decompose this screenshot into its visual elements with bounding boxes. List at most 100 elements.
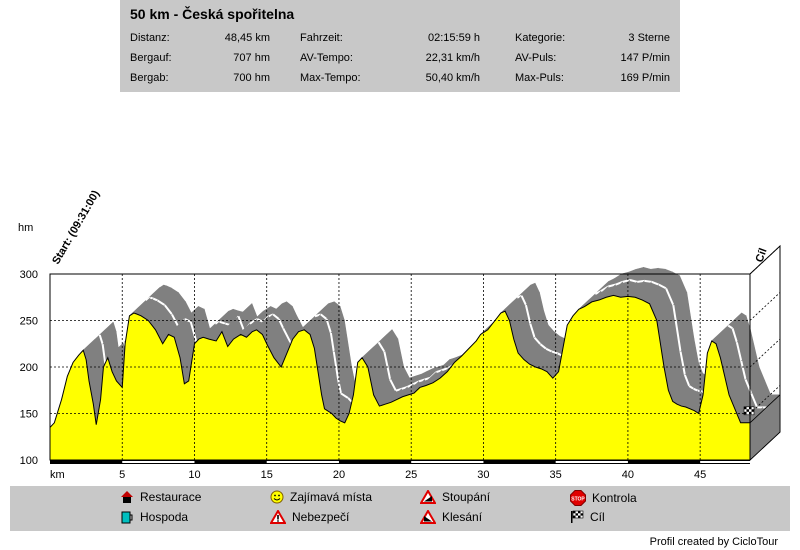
profile-wall-stripe: [735, 342, 743, 362]
y-tick-label: 150: [20, 409, 38, 421]
profile-wall-stripe: [272, 313, 280, 320]
x-axis-band: [50, 460, 750, 464]
legend-panel: Restaurace Hospoda Zajímavá místa Nebezp…: [10, 486, 790, 531]
profile-wall-stripe: [407, 383, 414, 388]
finish-label: Cíl: [754, 247, 770, 264]
legend-item-finish: Cíl: [570, 510, 605, 524]
smiley-icon: [270, 490, 284, 504]
grid-line-depth: [749, 338, 781, 368]
profile-wall-stripe: [637, 279, 645, 283]
x-tick-label: 40: [622, 469, 634, 481]
legend-item-danger: Nebezpečí: [270, 510, 349, 524]
profile-wall-stripe: [524, 304, 532, 324]
profile-wall-stripe: [332, 351, 340, 380]
finish-flag-icon: [743, 406, 755, 416]
profile-wall-stripe: [412, 380, 420, 386]
profile-wall-stripe: [101, 344, 107, 366]
profile-wall-stripe: [533, 336, 542, 345]
finish-flag-check: [749, 406, 752, 410]
profile-wall-stripe: [377, 341, 386, 353]
profile-wall-stripe: [189, 321, 198, 343]
profile-wall-stripe: [731, 328, 738, 343]
profile-wall-stripe: [727, 324, 734, 330]
category-value: 3 Sterne: [628, 32, 670, 44]
avg-speed-value: 22,31 km/h: [425, 52, 480, 64]
profile-wall-stripe: [693, 387, 699, 392]
finish-flag-check: [746, 409, 749, 412]
profile-wall-stripe: [622, 279, 631, 283]
max-speed-value: 50,40 km/h: [425, 72, 480, 84]
max-pulse-value: 169 P/min: [620, 72, 670, 84]
legend-item-descent: Klesání: [420, 510, 482, 524]
x-tick-label: 10: [188, 469, 200, 481]
profile-wall-stripe: [337, 379, 342, 394]
descent-label: Bergab:: [130, 72, 169, 84]
profile-wall-stripe: [256, 318, 264, 323]
x-axis-unit-label: km: [50, 469, 65, 481]
profile-wall-stripe: [520, 295, 527, 306]
profile-wall-stripe: [325, 318, 332, 334]
route-title: 50 km - Česká spořitelna: [130, 6, 295, 22]
y-axis-unit-label: hm: [18, 222, 33, 234]
profile-wall-stripe: [395, 387, 402, 392]
profile-wall-stripe: [683, 374, 691, 387]
x-tick-label: 25: [405, 469, 417, 481]
stop-sign-text: STOP: [571, 497, 585, 503]
profile-wall-stripe: [401, 385, 408, 390]
profile-wall-stripe: [436, 369, 443, 374]
descent-icon: [420, 510, 436, 524]
elevation-profile-chart: 100 150 200 250 300 5 10 15 20 25 30 35 40 45 hm km Sta…: [18, 188, 781, 481]
profile-wall-stripe: [658, 283, 667, 290]
grid-line-depth: [749, 385, 781, 414]
x-tick-label: 15: [261, 469, 273, 481]
legend-label-descent: Klesání: [442, 510, 483, 524]
ascent-value: 707 hm: [233, 52, 270, 64]
x-axis-bar: [50, 460, 750, 464]
legend-label-climb: Stoupání: [442, 490, 491, 504]
profile-wall-stripe: [688, 385, 695, 390]
finish-flag-check: [744, 411, 747, 415]
elevation-area: [49, 294, 751, 461]
profile-wall-stripe: [340, 392, 349, 399]
category-label: Kategorie:: [515, 32, 566, 44]
finish-flag-check: [744, 406, 747, 410]
climb-icon: [420, 490, 436, 504]
profile-wall-stripe: [740, 360, 747, 380]
distance-value: 48,45 km: [224, 32, 270, 44]
max-speed-label: Max-Tempo:: [300, 72, 361, 84]
profile-wall-stripe: [615, 280, 624, 286]
y-tick-label: 100: [20, 455, 38, 467]
profile-wall-stripe: [219, 320, 226, 325]
profile-wall-stripe: [629, 279, 638, 283]
legend-label-points-of-interest: Zajímavá místa: [290, 490, 373, 504]
descent-value: 700 hm: [233, 72, 270, 84]
avg-speed-label: AV-Tempo:: [300, 52, 353, 64]
profile-wall-stripe: [98, 334, 104, 345]
x-axis-bar-gap: [700, 461, 750, 463]
profile-wall-stripe: [608, 283, 616, 288]
legend-item-climb: Stoupání: [420, 490, 490, 504]
stop-icon: STOP: [570, 490, 586, 506]
start-label: Start: (09:31:00): [50, 188, 102, 266]
y-tick-label: 200: [20, 362, 38, 374]
x-axis-bar-gap: [555, 461, 628, 463]
profile-wall-stripe: [679, 351, 686, 376]
profile-wall-stripe: [441, 366, 450, 372]
legend-item-checkpoint: STOP Kontrola: [570, 490, 637, 506]
finish-flag-check: [751, 409, 754, 412]
danger-icon: [270, 510, 286, 524]
legend-label-finish: Cíl: [590, 510, 605, 524]
x-tick-label: 20: [333, 469, 345, 481]
ascent-label: Bergauf:: [130, 52, 172, 64]
profile-wall-stripe: [545, 347, 553, 353]
ride-time-value: 02:15:59 h: [428, 32, 480, 44]
profile-wall-stripe: [644, 279, 652, 283]
x-tick-label: 45: [694, 469, 706, 481]
legend-item-points-of-interest: Zajímavá místa: [270, 490, 372, 504]
grid-line-depth: [749, 292, 781, 321]
legend-label-danger: Nebezpečí: [292, 510, 350, 524]
avg-pulse-label: AV-Puls:: [515, 52, 557, 64]
profile-wall-stripe: [383, 351, 392, 380]
profile-wall-stripe: [551, 350, 559, 355]
profile-wall-stripe: [750, 393, 759, 408]
